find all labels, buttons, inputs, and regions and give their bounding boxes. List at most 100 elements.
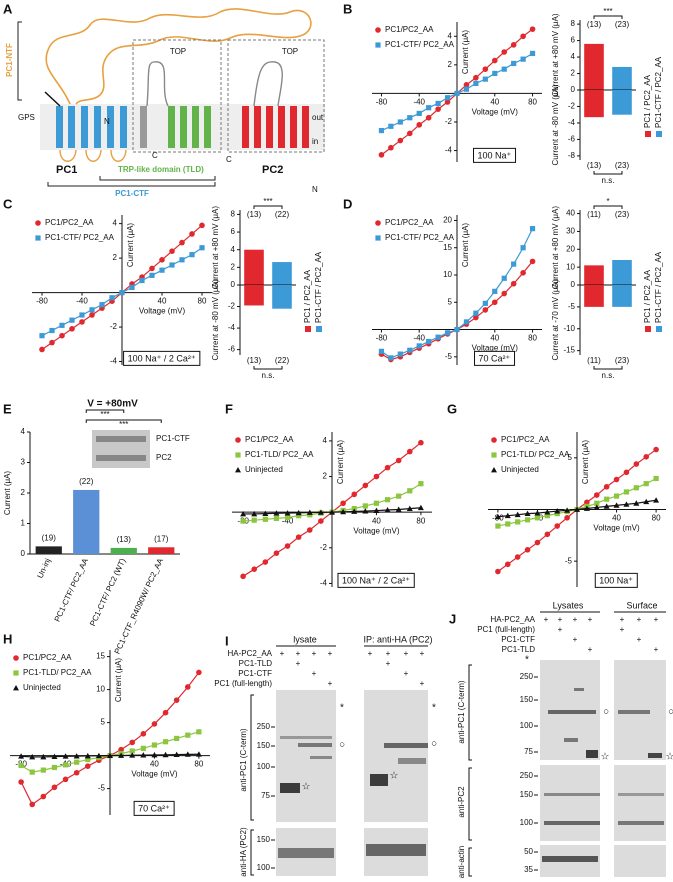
bar: [584, 43, 604, 90]
y-tick-label: -2: [110, 322, 118, 331]
blot: [540, 765, 600, 841]
y-tick-label: 6: [231, 227, 236, 236]
marker: [296, 513, 302, 519]
n-label: (22): [275, 356, 290, 365]
diagram-text: PC1: [56, 164, 77, 176]
legend-swatch: [316, 326, 322, 332]
top-loop-1: [146, 61, 169, 107]
pc1-tm-blue: [56, 106, 127, 148]
marker: [317, 509, 324, 515]
lane-mark: +: [312, 649, 317, 658]
marker: [185, 732, 191, 738]
x-tick-label: 40: [372, 516, 381, 525]
band-marker: ☆: [390, 771, 399, 782]
marker: [195, 751, 202, 757]
marker: [199, 245, 205, 251]
bar: [110, 547, 137, 554]
marker: [515, 519, 521, 525]
legend-marker: [35, 220, 41, 226]
marker: [169, 262, 175, 268]
y-tick-label: -4: [228, 323, 236, 332]
antibody-bracket: [468, 767, 472, 841]
marker: [463, 319, 470, 325]
marker: [593, 504, 600, 510]
y-tick-label: 0: [571, 85, 576, 94]
legend-label: PC1-CTF/ PC2_AA: [45, 233, 115, 242]
x-axis-label: Voltage (mV): [472, 108, 519, 117]
marker: [140, 731, 147, 737]
y-axis-label: Current (μA): [114, 658, 123, 703]
blot-band: [96, 455, 146, 461]
bar: [584, 265, 604, 285]
blot-band: [298, 743, 332, 747]
x-axis-label: Voltage (mV): [131, 770, 178, 779]
mw-label: 150: [520, 695, 534, 704]
legend-label: PC1/PC2_AA: [245, 435, 294, 444]
annotation: 100 Na⁺: [599, 575, 633, 585]
significance: n.s.: [262, 371, 275, 380]
legend-label: PC1 / PC2_AA: [643, 269, 652, 323]
mw-label: 150: [257, 835, 271, 844]
marker: [159, 257, 165, 263]
marker: [196, 669, 202, 676]
marker: [62, 776, 69, 783]
legend-label: Uninjected: [501, 465, 539, 474]
marker: [529, 258, 536, 265]
legend-marker: [13, 670, 19, 676]
y-axis-label: Current (μA): [3, 471, 12, 516]
legend-label: PC1-TLD/ PC2_AA: [245, 450, 314, 459]
diagram-text: in: [312, 137, 318, 146]
diagram-text: N: [312, 185, 318, 194]
marker: [418, 439, 424, 446]
lane-mark: +: [404, 669, 409, 678]
pc1-tm-green: [168, 106, 211, 148]
n-label: (23): [615, 161, 630, 170]
y-tick-label: 20: [443, 216, 452, 225]
x-tick-label: 40: [490, 98, 499, 107]
marker: [199, 222, 205, 229]
marker: [151, 721, 158, 727]
marker: [613, 493, 620, 499]
marker: [273, 550, 280, 556]
blot: [92, 430, 150, 468]
y-tick-label: 2: [113, 253, 118, 262]
marker: [583, 505, 590, 511]
x-tick-label: -80: [36, 297, 48, 306]
mw-label: 100: [520, 818, 534, 827]
y-axis-label: Current at -70 mV (μA): [551, 279, 560, 360]
marker: [49, 327, 55, 334]
marker: [240, 573, 246, 580]
annotation: 100 Na⁺ / 2 Ca²⁺: [342, 575, 410, 585]
marker: [510, 42, 517, 48]
x-tick-label: -80: [376, 334, 388, 343]
n-label: (23): [615, 20, 630, 29]
marker: [407, 115, 413, 121]
marker: [174, 735, 180, 742]
legend-marker: [235, 437, 241, 443]
y-tick-label: -4: [320, 579, 328, 588]
mw-label: 100: [520, 721, 534, 730]
marker: [482, 66, 489, 72]
lane-mark: +: [637, 635, 642, 644]
marker: [162, 739, 169, 745]
bar: [272, 285, 292, 309]
marker: [251, 517, 257, 523]
lane-mark: +: [573, 615, 578, 624]
marker: [378, 152, 385, 158]
marker: [529, 26, 536, 32]
band-marker: ☆: [302, 782, 311, 793]
marker: [351, 491, 358, 498]
marker: [407, 488, 413, 494]
marker: [511, 261, 517, 267]
marker: [418, 481, 424, 487]
marker: [373, 500, 380, 506]
row-label: PC1-TLD: [239, 659, 273, 668]
marker: [524, 547, 531, 553]
n-label: (11): [587, 210, 601, 219]
blot-band: [310, 756, 332, 759]
blot: [614, 845, 666, 877]
y-tick-label: 0: [21, 549, 26, 558]
marker: [373, 507, 380, 513]
marker: [149, 272, 155, 278]
annotation: 70 Ca²⁺: [138, 803, 170, 813]
